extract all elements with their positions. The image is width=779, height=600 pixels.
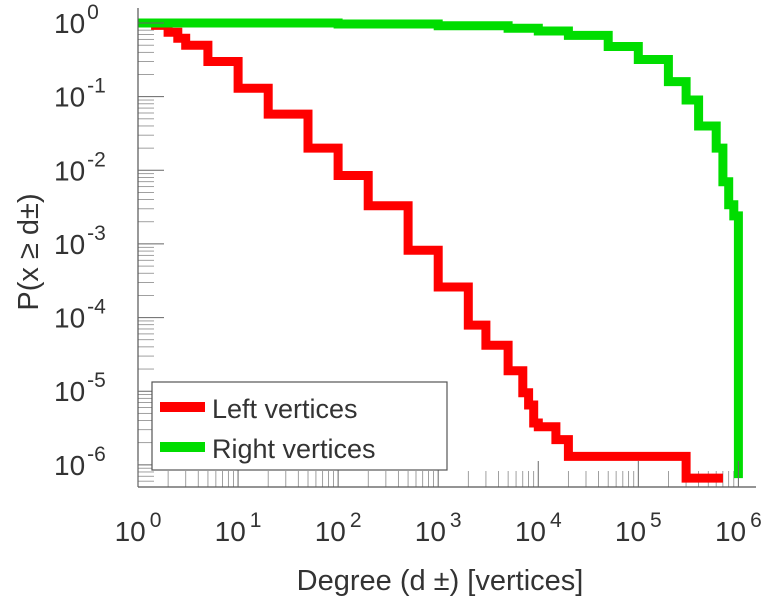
- series-line-right-vertices: [138, 18, 743, 479]
- y-tick-label: 10-6: [54, 443, 106, 481]
- legend-label-right: Right vertices: [212, 434, 376, 464]
- y-tick-label: 10-1: [54, 75, 106, 113]
- x-tick-label: 10 0: [115, 509, 162, 547]
- x-tick-label: 10 3: [415, 509, 462, 547]
- y-tick-label: 10-3: [54, 222, 106, 260]
- x-tick-label: 10 6: [715, 509, 762, 547]
- x-tick-label: 10 2: [315, 509, 362, 547]
- x-tick-label: 10 4: [515, 509, 562, 547]
- legend-label-left: Left vertices: [212, 394, 358, 424]
- y-axis-label: P(x ≥ d±): [13, 193, 45, 310]
- minor-ticks: [138, 25, 735, 488]
- y-tick-label: 10-5: [54, 369, 106, 407]
- legend: Left vertices Right vertices: [151, 381, 448, 471]
- y-tick-label: 100: [54, 1, 99, 39]
- x-axis-label: Degree (d ±) [vertices]: [297, 565, 584, 597]
- x-tick-label: 10 1: [215, 509, 262, 547]
- y-tick-label: 10-4: [54, 296, 106, 334]
- legend-box: [151, 381, 448, 471]
- y-tick-label: 10-2: [54, 148, 106, 186]
- x-tick-label: 10 5: [615, 509, 662, 547]
- tick-labels: 10 0 10 1 10 2 10 3 10 4 10 5 10 6 100 10-1 10-2 10-3 10-4…: [54, 1, 762, 547]
- series-line-left-vertices: [138, 18, 723, 483]
- plot-area: [138, 18, 743, 483]
